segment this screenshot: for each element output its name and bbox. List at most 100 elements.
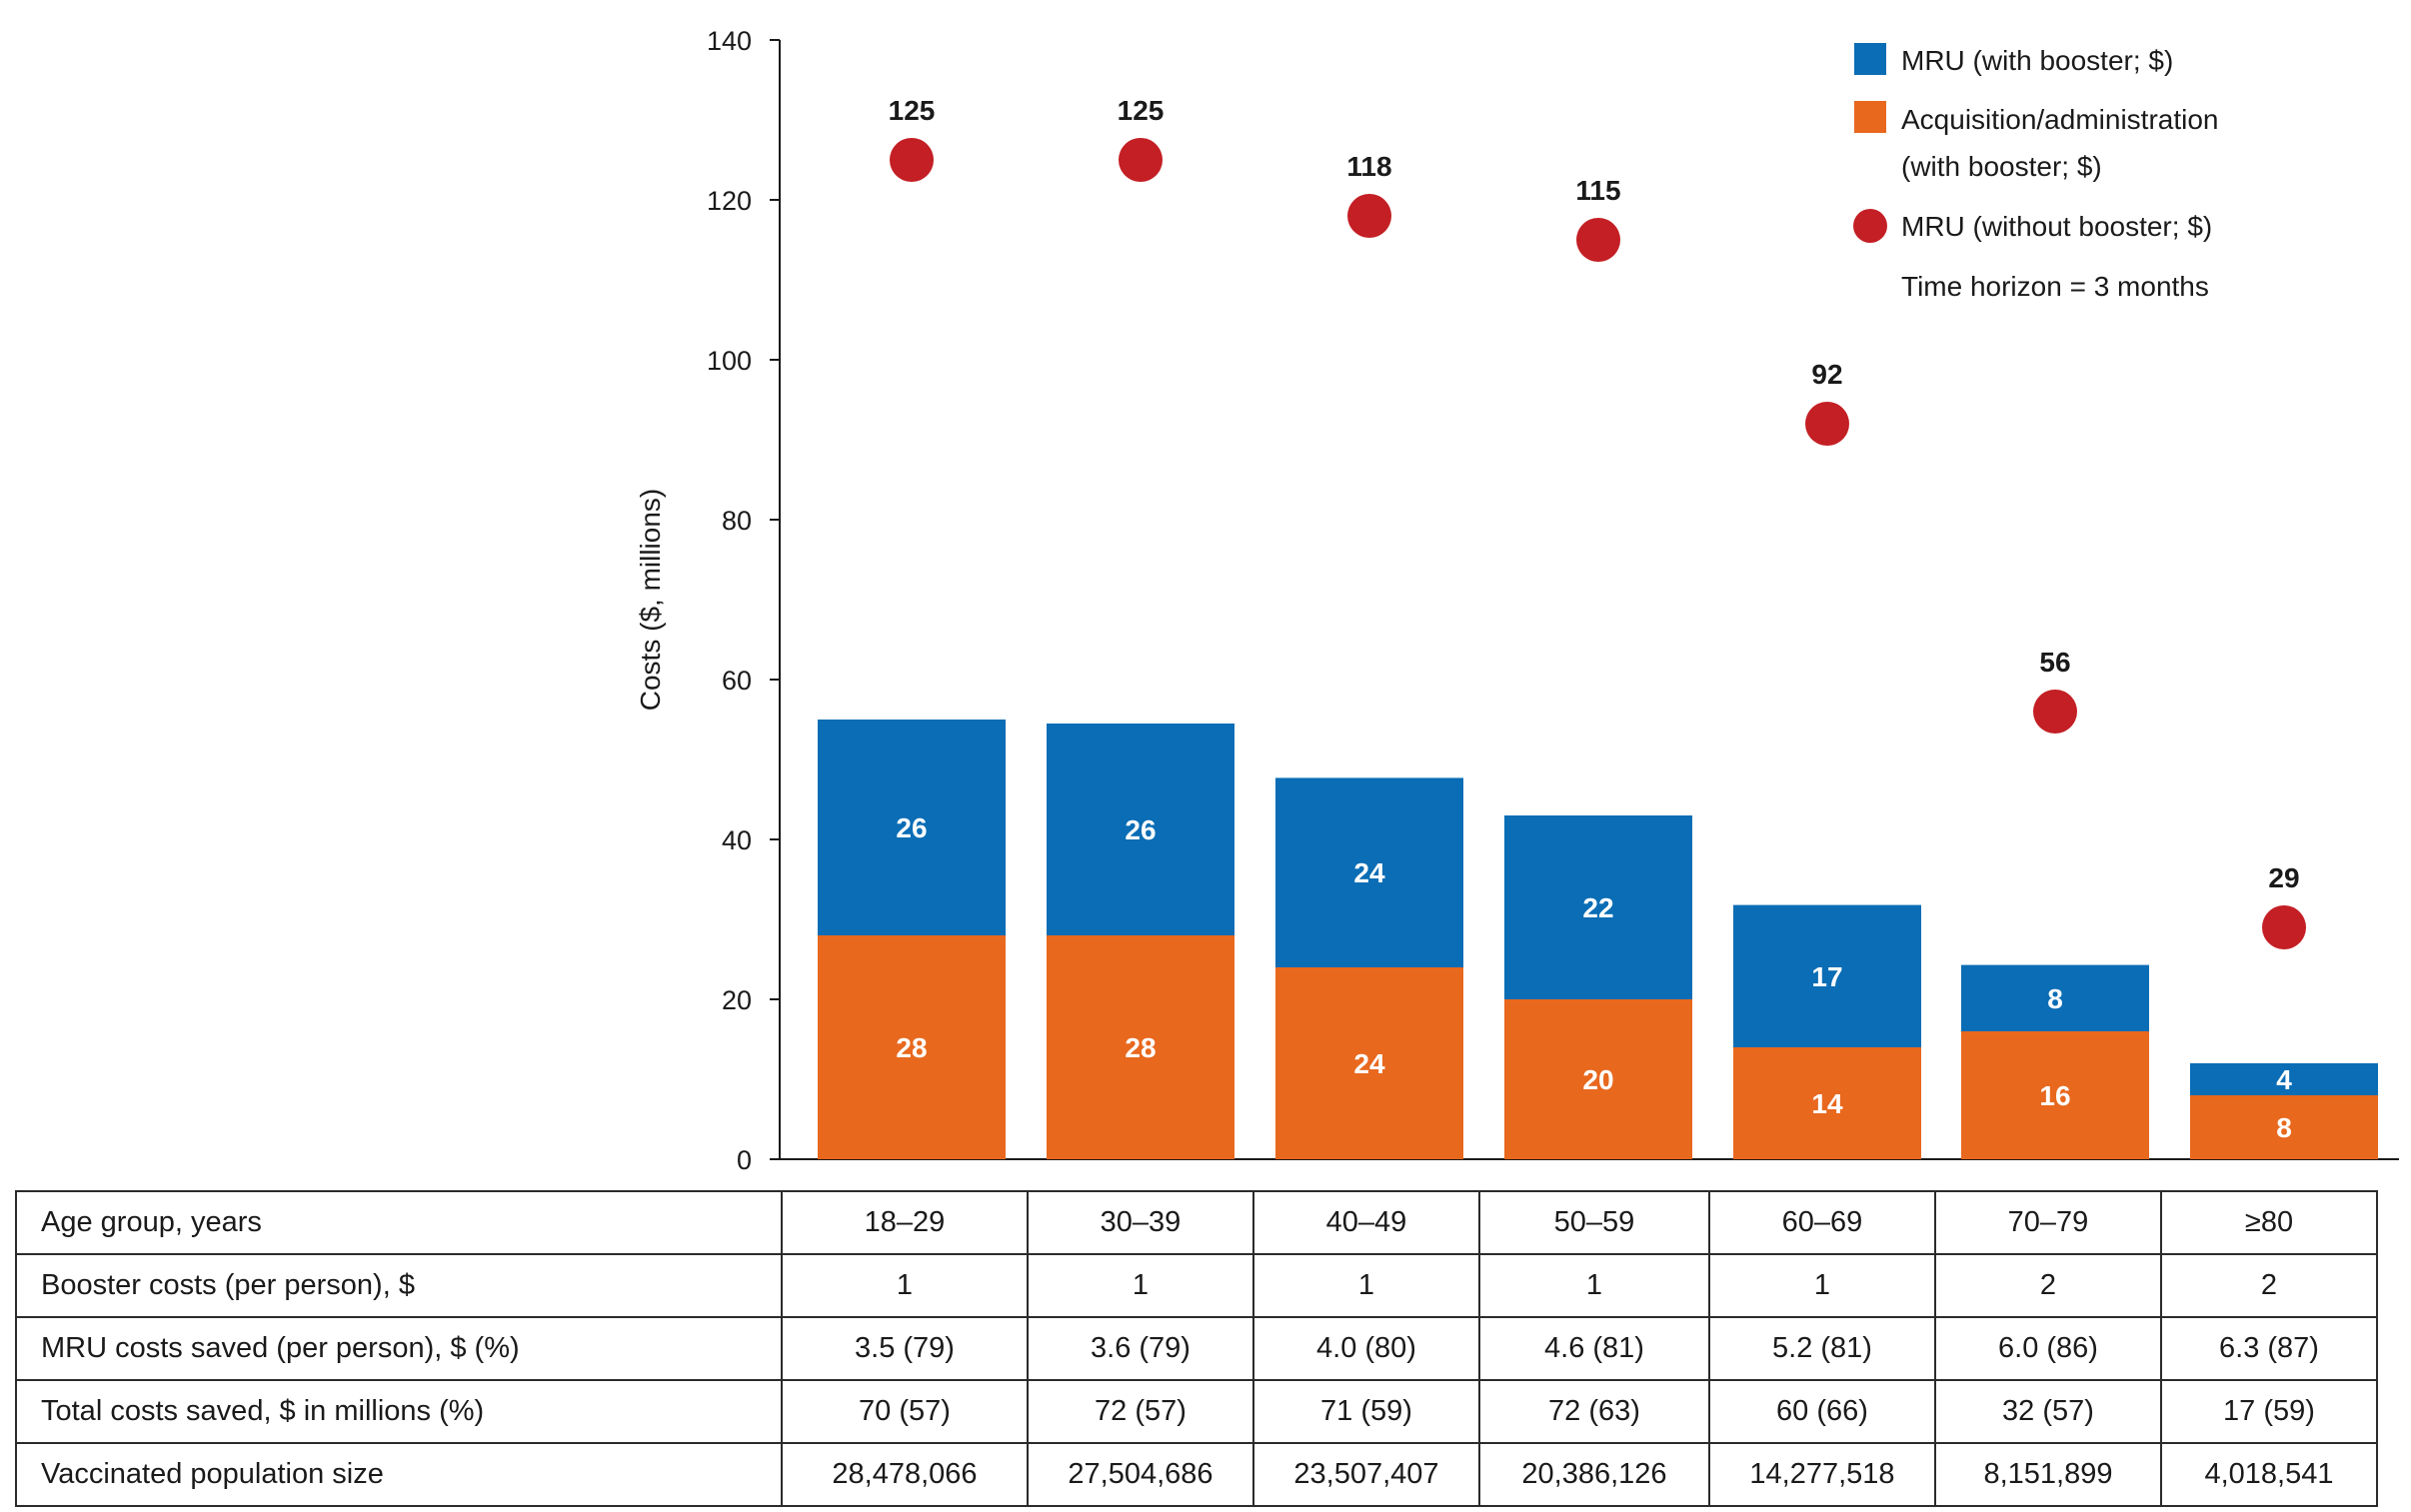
table-cell: ≥80 (2160, 1190, 2378, 1255)
legend: MRU (with booster; $) Acquisition/admini… (1853, 43, 2219, 302)
table-cell: 8,151,899 (1934, 1442, 2162, 1507)
y-tick-label-20: 20 (722, 985, 752, 1015)
table-cell: 17 (59) (2160, 1379, 2378, 1444)
bar-acquisition-label-0: 28 (896, 1032, 927, 1063)
legend-label-acquisition-line1: Acquisition/administration (1901, 104, 2219, 135)
dot-label-4: 92 (1811, 359, 1842, 390)
bar-acquisition-6 (2190, 1095, 2378, 1159)
table-cell: 72 (63) (1478, 1379, 1710, 1444)
dot-label-0: 125 (889, 95, 936, 126)
bar-mru-2 (1275, 777, 1463, 967)
y-ticks: 0 20 40 60 80 100 120 140 (707, 26, 780, 1175)
table-cell: 3.6 (79) (1027, 1316, 1254, 1381)
bar-acquisition-3 (1504, 999, 1692, 1159)
table-cell: 4.6 (81) (1478, 1316, 1710, 1381)
table-row: Age group, years 18–29 30–39 40–49 50–59 60–6… (15, 1190, 2378, 1255)
bar-mru-label-4: 17 (1811, 961, 1842, 992)
bar-acquisition-label-4: 14 (1811, 1088, 1843, 1119)
table-cell: 70–79 (1934, 1190, 2162, 1255)
bar-acquisition-label-1: 28 (1125, 1032, 1156, 1063)
bar-acquisition-2 (1275, 967, 1463, 1159)
table-cell: 5.2 (81) (1708, 1316, 1936, 1381)
data-table: Age group, years 18–29 30–39 40–49 50–59 60–6… (15, 1190, 2378, 1507)
legend-note: Time horizon = 3 months (1901, 271, 2209, 302)
table-body: Age group, years 18–29 30–39 40–49 50–59 60–6… (15, 1190, 2378, 1507)
bar-acquisition-1 (1047, 935, 1234, 1159)
table-row: Booster costs (per person), $1 1 1 1 1 2 2 (15, 1253, 2378, 1318)
bar-acquisition-0 (818, 935, 1006, 1159)
table-cell: 23,507,407 (1252, 1442, 1480, 1507)
table-cell: 14,277,518 (1708, 1442, 1936, 1507)
table-cell: 28,478,066 (781, 1442, 1029, 1507)
table-cell: 3.5 (79) (781, 1316, 1029, 1381)
bar-mru-label-0: 26 (896, 812, 927, 843)
table-cell: 6.3 (87) (2160, 1316, 2378, 1381)
dot-label-2: 118 (1346, 151, 1391, 182)
legend-swatch-acquisition (1854, 101, 1886, 133)
bar-acquisition-5 (1961, 1031, 2149, 1159)
dot-mru-without-booster-5 (2033, 690, 2077, 734)
y-tick-label-140: 140 (707, 26, 752, 56)
dot-label-6: 29 (2268, 862, 2299, 893)
table-row-header: Total costs saved, $ in millions (%) (15, 1379, 783, 1444)
bar-acquisition-label-6: 8 (2276, 1112, 2292, 1143)
dot-mru-without-booster-3 (1576, 218, 1620, 262)
dots: 125 125 118 115 92 56 29 (889, 95, 2306, 949)
y-axis-label: Costs ($, millions) (635, 489, 666, 711)
bar-mru-label-2: 24 (1353, 857, 1385, 888)
bar-mru-1 (1047, 724, 1234, 935)
table-cell: 1 (1027, 1253, 1254, 1318)
cost-chart: 0 20 40 60 80 100 120 140 Costs ($, millions) 2… (635, 26, 2399, 1175)
table-row-header: Vaccinated population size (15, 1442, 783, 1507)
dot-label-1: 125 (1118, 95, 1165, 126)
table-cell: 27,504,686 (1027, 1442, 1254, 1507)
table-cell: 1 (1252, 1253, 1480, 1318)
table-cell: 6.0 (86) (1934, 1316, 2162, 1381)
bar-acquisition-label-5: 16 (2039, 1080, 2070, 1111)
bar-mru-4 (1733, 904, 1921, 1047)
table-cell: 72 (57) (1027, 1379, 1254, 1444)
bar-mru-label-3: 22 (1582, 892, 1613, 923)
table-row-header: MRU costs saved (per person), $ (%) (15, 1316, 783, 1381)
table-cell: 70 (57) (781, 1379, 1029, 1444)
y-tick-label-0: 0 (737, 1145, 752, 1175)
y-tick-label-100: 100 (707, 346, 752, 376)
y-tick-label-40: 40 (722, 825, 752, 855)
legend-label-mru-with-booster: MRU (with booster; $) (1901, 45, 2173, 76)
dot-mru-without-booster-1 (1119, 138, 1163, 182)
table-cell: 1 (1708, 1253, 1936, 1318)
table-cell: 1 (781, 1253, 1029, 1318)
table-row-header: Age group, years (15, 1190, 783, 1255)
table-cell: 40–49 (1252, 1190, 1480, 1255)
table-cell: 50–59 (1478, 1190, 1710, 1255)
dot-mru-without-booster-6 (2262, 905, 2306, 949)
bar-mru-label-1: 26 (1125, 814, 1156, 845)
y-tick-label-120: 120 (707, 186, 752, 216)
legend-marker-mru-without-booster (1853, 209, 1887, 243)
table-cell: 4,018,541 (2160, 1442, 2378, 1507)
table-row-header: Booster costs (per person), $ (15, 1253, 783, 1318)
table-row: Vaccinated population size 28,478,066 27,5… (15, 1442, 2378, 1507)
table-cell: 2 (1934, 1253, 2162, 1318)
table-cell: 4.0 (80) (1252, 1316, 1480, 1381)
legend-label-mru-without-booster: MRU (without booster; $) (1901, 211, 2212, 242)
table-cell: 20,386,126 (1478, 1442, 1710, 1507)
table-cell: 18–29 (781, 1190, 1029, 1255)
y-tick-label-80: 80 (722, 506, 752, 536)
table-cell: 32 (57) (1934, 1379, 2162, 1444)
table-cell: 60–69 (1708, 1190, 1936, 1255)
dot-label-3: 115 (1575, 175, 1620, 206)
legend-swatch-mru-with-booster (1854, 43, 1886, 75)
bar-mru-5 (1961, 964, 2149, 1031)
table-cell: 60 (66) (1708, 1379, 1936, 1444)
bar-mru-6 (2190, 1063, 2378, 1095)
bar-mru-3 (1504, 815, 1692, 999)
bar-mru-0 (818, 720, 1006, 935)
dot-mru-without-booster-0 (890, 138, 934, 182)
y-tick-label-60: 60 (722, 666, 752, 696)
dot-label-5: 56 (2039, 647, 2070, 678)
bars: 28 26 28 26 24 24 20 22 14 17 16 8 8 4 (818, 720, 2378, 1159)
legend-label-acquisition-line2: (with booster; $) (1901, 151, 2102, 182)
table-cell: 2 (2160, 1253, 2378, 1318)
dot-mru-without-booster-2 (1347, 194, 1391, 238)
